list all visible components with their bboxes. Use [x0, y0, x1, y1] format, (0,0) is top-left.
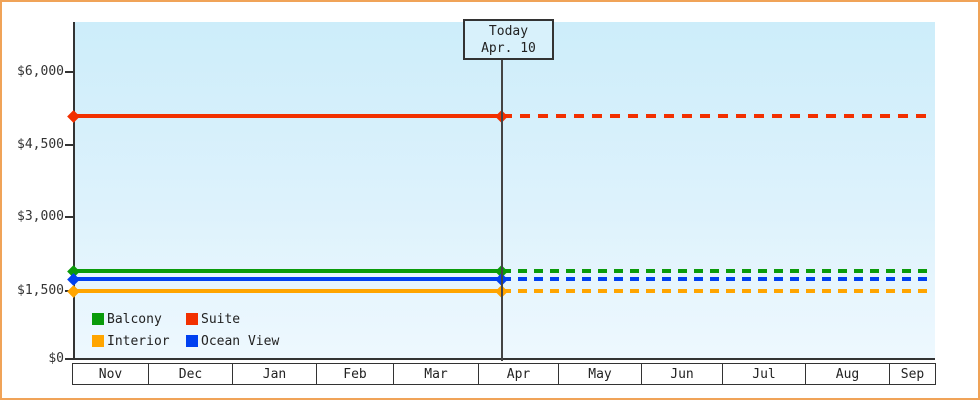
ocean-view-marker-start — [67, 273, 80, 286]
interior-marker-start — [67, 285, 80, 298]
month-cell-dec: Dec — [149, 364, 233, 384]
month-label: Nov — [98, 366, 123, 382]
month-label: Apr — [506, 366, 531, 382]
today-annotation-box: Today Apr. 10 — [463, 19, 554, 60]
balcony-line-dashed — [502, 269, 933, 273]
month-label: Jan — [262, 366, 287, 382]
month-label: Mar — [424, 366, 448, 382]
month-label: Dec — [178, 366, 203, 382]
month-label: May — [588, 366, 612, 382]
today-label: Today — [488, 24, 529, 39]
interior-line-solid — [75, 289, 502, 293]
balcony-line-solid — [75, 269, 502, 273]
y-tick-mark — [65, 71, 74, 73]
y-tick-label-4500: $4,500 — [17, 137, 64, 152]
balcony-swatch-icon — [92, 313, 104, 325]
today-line — [501, 60, 503, 361]
today-date: Apr. 10 — [481, 41, 536, 56]
month-cell-feb: Feb — [317, 364, 394, 384]
legend-item-ocean-view: Ocean View — [186, 333, 280, 349]
legend-label: Balcony — [107, 311, 162, 327]
y-tick-label-3000: $3,000 — [17, 209, 64, 224]
month-label: Aug — [835, 366, 860, 382]
month-cell-may: May — [559, 364, 642, 384]
interior-swatch-icon — [92, 335, 104, 347]
month-cell-jan: Jan — [233, 364, 317, 384]
y-tick-label-6000: $6,000 — [17, 64, 64, 79]
month-label: Jul — [752, 366, 776, 382]
month-axis: Nov Dec Jan Feb Mar Apr May Jun Jul Aug … — [72, 363, 936, 385]
month-cell-sep: Sep — [890, 364, 935, 384]
plot-area: Balcony Suite Interior Ocean View — [67, 22, 935, 360]
y-tick-mark — [65, 144, 74, 146]
y-tick-mark — [65, 216, 74, 218]
suite-marker-start — [67, 110, 80, 123]
chart-legend: Balcony Suite Interior Ocean View — [92, 311, 280, 349]
month-cell-jul: Jul — [723, 364, 806, 384]
legend-label: Suite — [201, 311, 241, 327]
interior-line-dashed — [502, 289, 933, 293]
legend-label: Interior — [107, 333, 170, 349]
suite-swatch-icon — [186, 313, 198, 325]
month-cell-apr: Apr — [479, 364, 559, 384]
ocean-view-line-solid — [75, 277, 502, 281]
month-cell-mar: Mar — [394, 364, 479, 384]
legend-label: Ocean View — [201, 333, 280, 349]
month-label: Feb — [343, 366, 367, 382]
legend-item-suite: Suite — [186, 311, 279, 327]
suite-line-dashed — [502, 114, 933, 118]
month-cell-aug: Aug — [806, 364, 890, 384]
month-label: Sep — [900, 366, 925, 382]
y-tick-label-0: $0 — [48, 351, 64, 366]
y-tick-label-1500: $1,500 — [17, 283, 64, 298]
ocean-view-swatch-icon — [186, 335, 198, 347]
legend-item-balcony: Balcony — [92, 311, 186, 327]
legend-item-interior: Interior — [92, 333, 186, 349]
month-cell-nov: Nov — [73, 364, 149, 384]
y-tick-mark — [65, 358, 74, 360]
month-label: Jun — [670, 366, 694, 382]
suite-line-solid — [75, 114, 502, 118]
ocean-view-line-dashed — [502, 277, 933, 281]
month-cell-jun: Jun — [642, 364, 723, 384]
